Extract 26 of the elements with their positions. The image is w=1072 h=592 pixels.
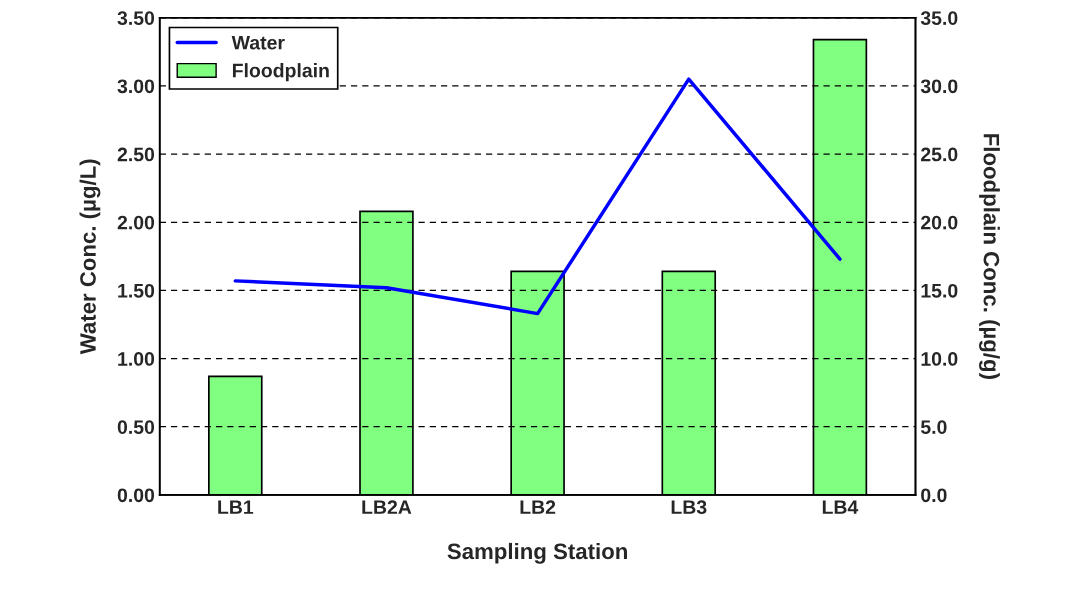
y2-tick-label: 10.0 xyxy=(921,352,958,366)
y-tick-label: 2.00 xyxy=(117,215,155,230)
y2-tick-label: 35.0 xyxy=(920,11,958,26)
y2-tick-label: 0.0 xyxy=(921,488,947,503)
y-tick-label: 3.50 xyxy=(117,11,155,26)
y-tick-label: 2.50 xyxy=(117,147,155,162)
y-tick-label: 1.00 xyxy=(118,352,155,366)
x-tick-label: LB2A xyxy=(362,500,412,514)
y2-tick-label: 30.0 xyxy=(920,79,958,94)
x-tick-label: LB3 xyxy=(671,500,707,515)
y-tick-label: 0.50 xyxy=(117,420,155,434)
x-tick-label: LB4 xyxy=(822,500,859,514)
y-tick-label: 0.00 xyxy=(117,488,155,503)
x-axis-title: Sampling Station xyxy=(447,542,627,564)
y-tick-label: 3.00 xyxy=(117,79,155,94)
y2-axis-title: Floodplain Conc. (µg/g) xyxy=(979,134,1000,379)
y2-tick-label: 5.0 xyxy=(920,420,947,434)
y2-tick-label: 25.0 xyxy=(921,147,958,162)
legend-label: Floodplain xyxy=(232,63,329,82)
y-axis-title: Water Conc. (µg/L) xyxy=(79,159,101,355)
y2-tick-label: 20.0 xyxy=(921,215,958,230)
legend-label: Water xyxy=(231,35,285,50)
x-tick-label: LB2 xyxy=(520,500,556,514)
y2-tick-label: 15.0 xyxy=(921,283,958,298)
y-tick-label: 1.50 xyxy=(118,283,155,298)
x-tick-label: LB1 xyxy=(218,500,254,514)
